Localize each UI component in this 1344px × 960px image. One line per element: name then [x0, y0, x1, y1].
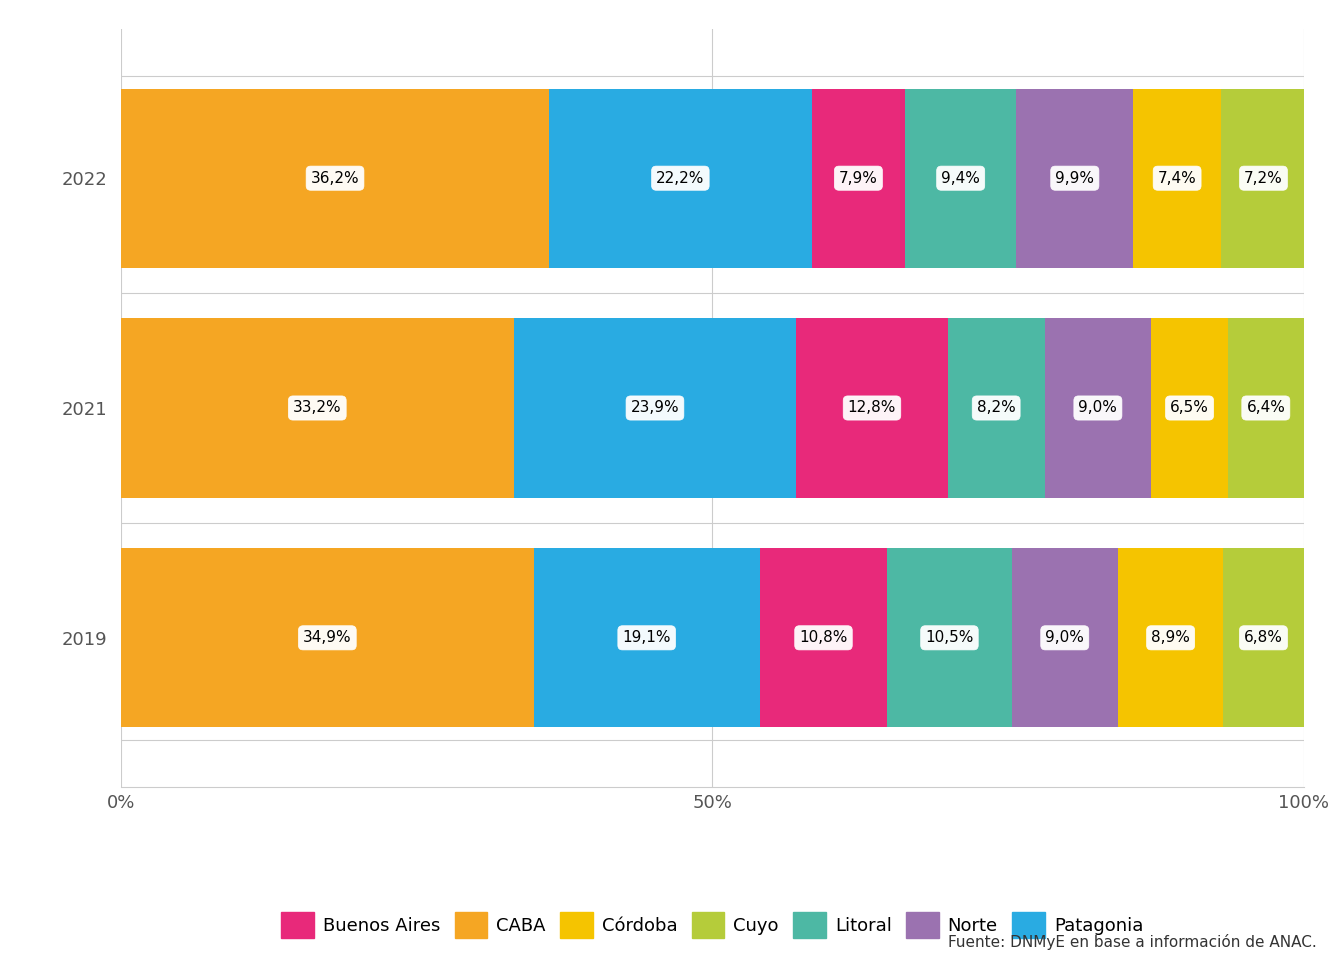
Bar	[1228, 319, 1304, 497]
Text: 9,9%: 9,9%	[1055, 171, 1094, 185]
Text: 23,9%: 23,9%	[630, 400, 679, 416]
Text: 12,8%: 12,8%	[848, 400, 896, 416]
Text: 9,4%: 9,4%	[941, 171, 980, 185]
Bar	[796, 319, 948, 497]
Bar	[1220, 88, 1306, 268]
Bar	[887, 548, 1012, 728]
Bar	[759, 548, 887, 728]
Bar	[1044, 319, 1150, 497]
Text: 34,9%: 34,9%	[302, 631, 352, 645]
Bar	[121, 88, 550, 268]
Text: 8,2%: 8,2%	[977, 400, 1016, 416]
Bar	[550, 88, 812, 268]
Bar	[534, 548, 759, 728]
Text: 36,2%: 36,2%	[310, 171, 359, 185]
Text: Fuente: DNMyE en base a información de ANAC.: Fuente: DNMyE en base a información de A…	[949, 934, 1317, 950]
Text: 33,2%: 33,2%	[293, 400, 341, 416]
Legend: Buenos Aires, CABA, Córdoba, Cuyo, Litoral, Norte, Patagonia: Buenos Aires, CABA, Córdoba, Cuyo, Litor…	[274, 905, 1150, 945]
Text: 6,5%: 6,5%	[1171, 400, 1210, 416]
Text: 19,1%: 19,1%	[622, 631, 671, 645]
Text: 7,9%: 7,9%	[839, 171, 878, 185]
Bar	[1223, 548, 1304, 728]
Text: 9,0%: 9,0%	[1078, 400, 1117, 416]
Text: 6,4%: 6,4%	[1246, 400, 1285, 416]
Text: 8,9%: 8,9%	[1152, 631, 1189, 645]
Text: 7,2%: 7,2%	[1245, 171, 1282, 185]
Bar	[121, 319, 513, 497]
Text: 10,5%: 10,5%	[925, 631, 973, 645]
Bar	[1118, 548, 1223, 728]
Text: 10,8%: 10,8%	[800, 631, 848, 645]
Bar	[1150, 319, 1228, 497]
Text: 6,8%: 6,8%	[1245, 631, 1284, 645]
Text: 7,4%: 7,4%	[1157, 171, 1196, 185]
Bar	[513, 319, 796, 497]
Bar	[812, 88, 905, 268]
Bar	[1016, 88, 1133, 268]
Text: 9,0%: 9,0%	[1046, 631, 1085, 645]
Bar	[905, 88, 1016, 268]
Text: 22,2%: 22,2%	[656, 171, 704, 185]
Bar	[948, 319, 1044, 497]
Bar	[1012, 548, 1118, 728]
Bar	[1133, 88, 1220, 268]
Bar	[121, 548, 534, 728]
